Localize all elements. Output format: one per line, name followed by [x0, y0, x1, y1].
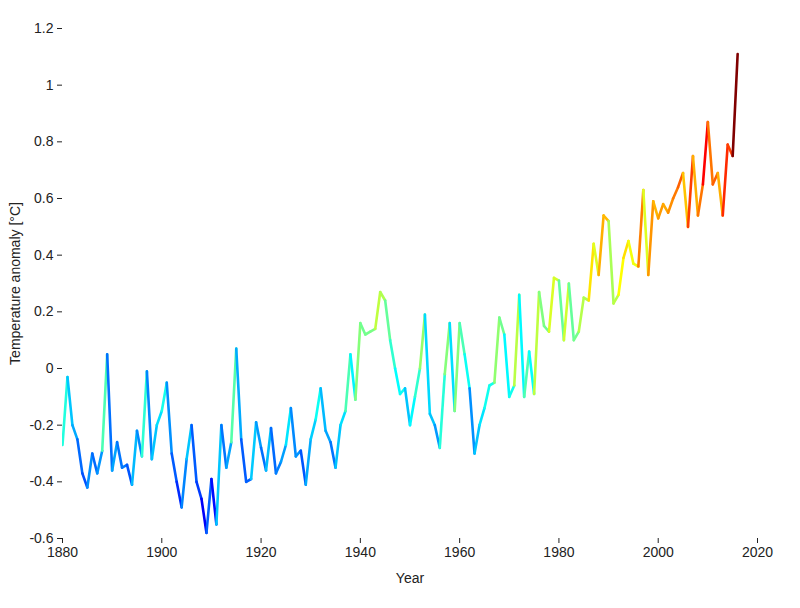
svg-text:0.8: 0.8 [34, 133, 54, 149]
svg-text:0.2: 0.2 [34, 303, 54, 319]
svg-text:1880: 1880 [47, 544, 78, 560]
svg-text:Temperature anomaly [°C]: Temperature anomaly [°C] [7, 202, 23, 365]
svg-text:0: 0 [46, 360, 54, 376]
svg-text:1960: 1960 [444, 544, 475, 560]
svg-text:0.6: 0.6 [34, 190, 54, 206]
svg-text:0.4: 0.4 [34, 247, 54, 263]
svg-text:-0.6: -0.6 [29, 530, 54, 546]
svg-text:1900: 1900 [146, 544, 177, 560]
svg-text:1980: 1980 [543, 544, 574, 560]
svg-text:1: 1 [46, 77, 54, 93]
svg-text:Year: Year [396, 570, 425, 586]
svg-text:1.2: 1.2 [34, 20, 54, 36]
svg-text:-0.4: -0.4 [29, 473, 53, 489]
svg-text:-0.2: -0.2 [29, 417, 53, 433]
svg-text:2020: 2020 [742, 544, 773, 560]
svg-text:2000: 2000 [643, 544, 674, 560]
svg-text:1920: 1920 [245, 544, 276, 560]
svg-text:1940: 1940 [345, 544, 376, 560]
